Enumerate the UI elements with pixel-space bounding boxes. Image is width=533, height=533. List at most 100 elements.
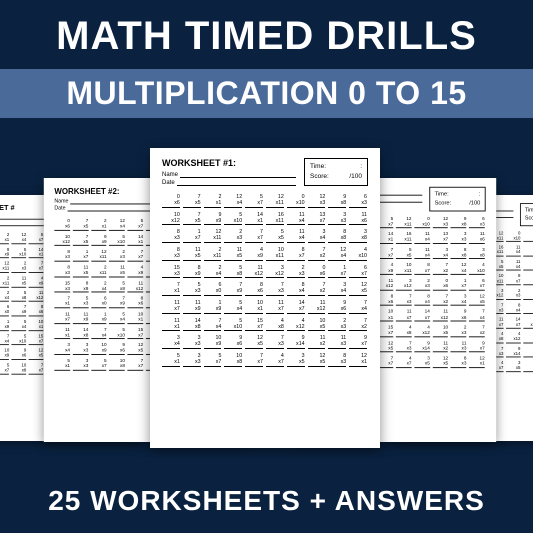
problem: 16x11 [266, 212, 285, 226]
problem: 8x4 [287, 282, 306, 296]
problem: 5x7 [91, 358, 108, 370]
problem: 11x1 [54, 327, 71, 339]
problem: 4x12 [506, 332, 521, 343]
problem: 5x7 [245, 194, 264, 208]
problem: 12x5 [128, 343, 145, 355]
worksheet-preview-front: WORKSHEET #1:NameDateTime::Score:/1000x6… [150, 148, 380, 448]
problem: 12x5 [432, 356, 449, 368]
problem: 2x3 [328, 318, 347, 332]
problem: 7x4 [204, 318, 223, 332]
problem: 11x6 [469, 232, 486, 244]
problem: 2x3 [506, 289, 521, 300]
problem: 7x2 [349, 318, 368, 332]
problem: 11x12 [308, 300, 327, 314]
problem: 5x8 [12, 291, 27, 302]
problem: 2x11 [0, 276, 10, 287]
main-title: MATH TIMED DRILLS [0, 0, 533, 69]
problem: 3x5 [414, 356, 431, 368]
problem: 8x8 [328, 229, 347, 243]
problem: 7x7 [128, 358, 145, 370]
problem: 2x4 [204, 265, 223, 279]
problem: 10x11 [396, 263, 413, 275]
problem: 1x7 [73, 250, 90, 262]
problem: 9x6 [224, 335, 243, 349]
problem: 7x7 [128, 250, 145, 262]
problem: 12x11 [396, 216, 413, 228]
problem: 2x3 [287, 265, 306, 279]
problem: 9x8 [328, 194, 347, 208]
problem: 2x11 [204, 247, 223, 261]
problem: 1x9 [204, 300, 223, 314]
score-box: Time::Score:/100 [520, 203, 533, 226]
problem: 14x8 [183, 318, 202, 332]
problem: 7x7 [378, 247, 395, 259]
problem: 5x7 [0, 363, 10, 374]
problem: 15x7 [378, 325, 395, 337]
problem: 3x3 [73, 343, 90, 355]
problem: 6x3 [349, 194, 368, 208]
problem: 4x9 [378, 263, 395, 275]
problem: 7x9 [109, 296, 126, 308]
problem: 12x11 [0, 262, 10, 273]
problem: 11x7 [266, 300, 285, 314]
problem: 4x7 [266, 353, 285, 367]
problem: 6x0 [0, 305, 10, 316]
problem: 10x1 [29, 320, 44, 331]
problem: 10x12 [162, 212, 181, 226]
problem: 5x10 [224, 212, 243, 226]
problem: 9x6 [328, 300, 347, 314]
problem: 5x5 [266, 229, 285, 243]
problem: 8x6 [128, 296, 145, 308]
problem: 2x1 [0, 233, 10, 244]
problem: 11x2 [432, 341, 449, 353]
problem: 12x4 [109, 218, 126, 230]
problem: 14x1 [378, 232, 395, 244]
problem: 11x9 [73, 312, 90, 324]
problem: 7x9 [224, 282, 243, 296]
problem: 3x3 [183, 335, 202, 349]
problem: 11x12 [128, 281, 145, 293]
problem: 5x10 [109, 234, 126, 246]
problem: 11x5 [224, 247, 243, 261]
problem: 15x3 [162, 265, 181, 279]
problem: 1x7 [451, 278, 468, 290]
worksheet-title: WORKSHEET #1: [162, 158, 296, 168]
problem: 8x6 [245, 282, 264, 296]
problem: 0x10 [287, 194, 306, 208]
problem: 9x6 [109, 343, 126, 355]
problem: 11x12 [29, 291, 44, 302]
problem: 2x3 [224, 229, 243, 243]
problem: 13x7 [432, 232, 449, 244]
problem: 1x7 [183, 229, 202, 243]
problem: 11x1 [162, 318, 181, 332]
date-field: Date [162, 180, 296, 186]
problem: 7x2 [469, 325, 486, 337]
problem: 12x3 [308, 194, 327, 208]
problem: 7x3 [396, 341, 413, 353]
problem: 13x7 [523, 245, 533, 256]
problem: 11x7 [396, 310, 413, 322]
problem: 3x12 [266, 265, 285, 279]
problem: 7x5 [183, 194, 202, 208]
problem: 8x9 [73, 281, 90, 293]
problem: 5x4 [109, 312, 126, 324]
problem: 11x4 [414, 247, 431, 259]
problem: 4x12 [414, 325, 431, 337]
problem: 10x1 [378, 310, 395, 322]
subtitle-banner: MULTIPLICATION 0 TO 15 [0, 69, 533, 118]
problem: 7x7 [29, 363, 44, 374]
problem: 9x14 [414, 341, 431, 353]
problem: 12x4 [224, 194, 243, 208]
problem: 6x0 [204, 282, 223, 296]
problem: 5x4 [12, 320, 27, 331]
problem: 4x7 [396, 356, 413, 368]
problem: 0x6 [162, 194, 181, 208]
problem: 8x4 [506, 303, 521, 314]
problem: 8x7 [414, 263, 431, 275]
problem: 14x1 [29, 247, 44, 258]
problem: 10x1 [245, 300, 264, 314]
problem: 3x4 [162, 335, 181, 349]
problem: 11x12 [378, 278, 395, 290]
problem: 12x5 [29, 349, 44, 360]
problem: 12x11 [266, 194, 285, 208]
